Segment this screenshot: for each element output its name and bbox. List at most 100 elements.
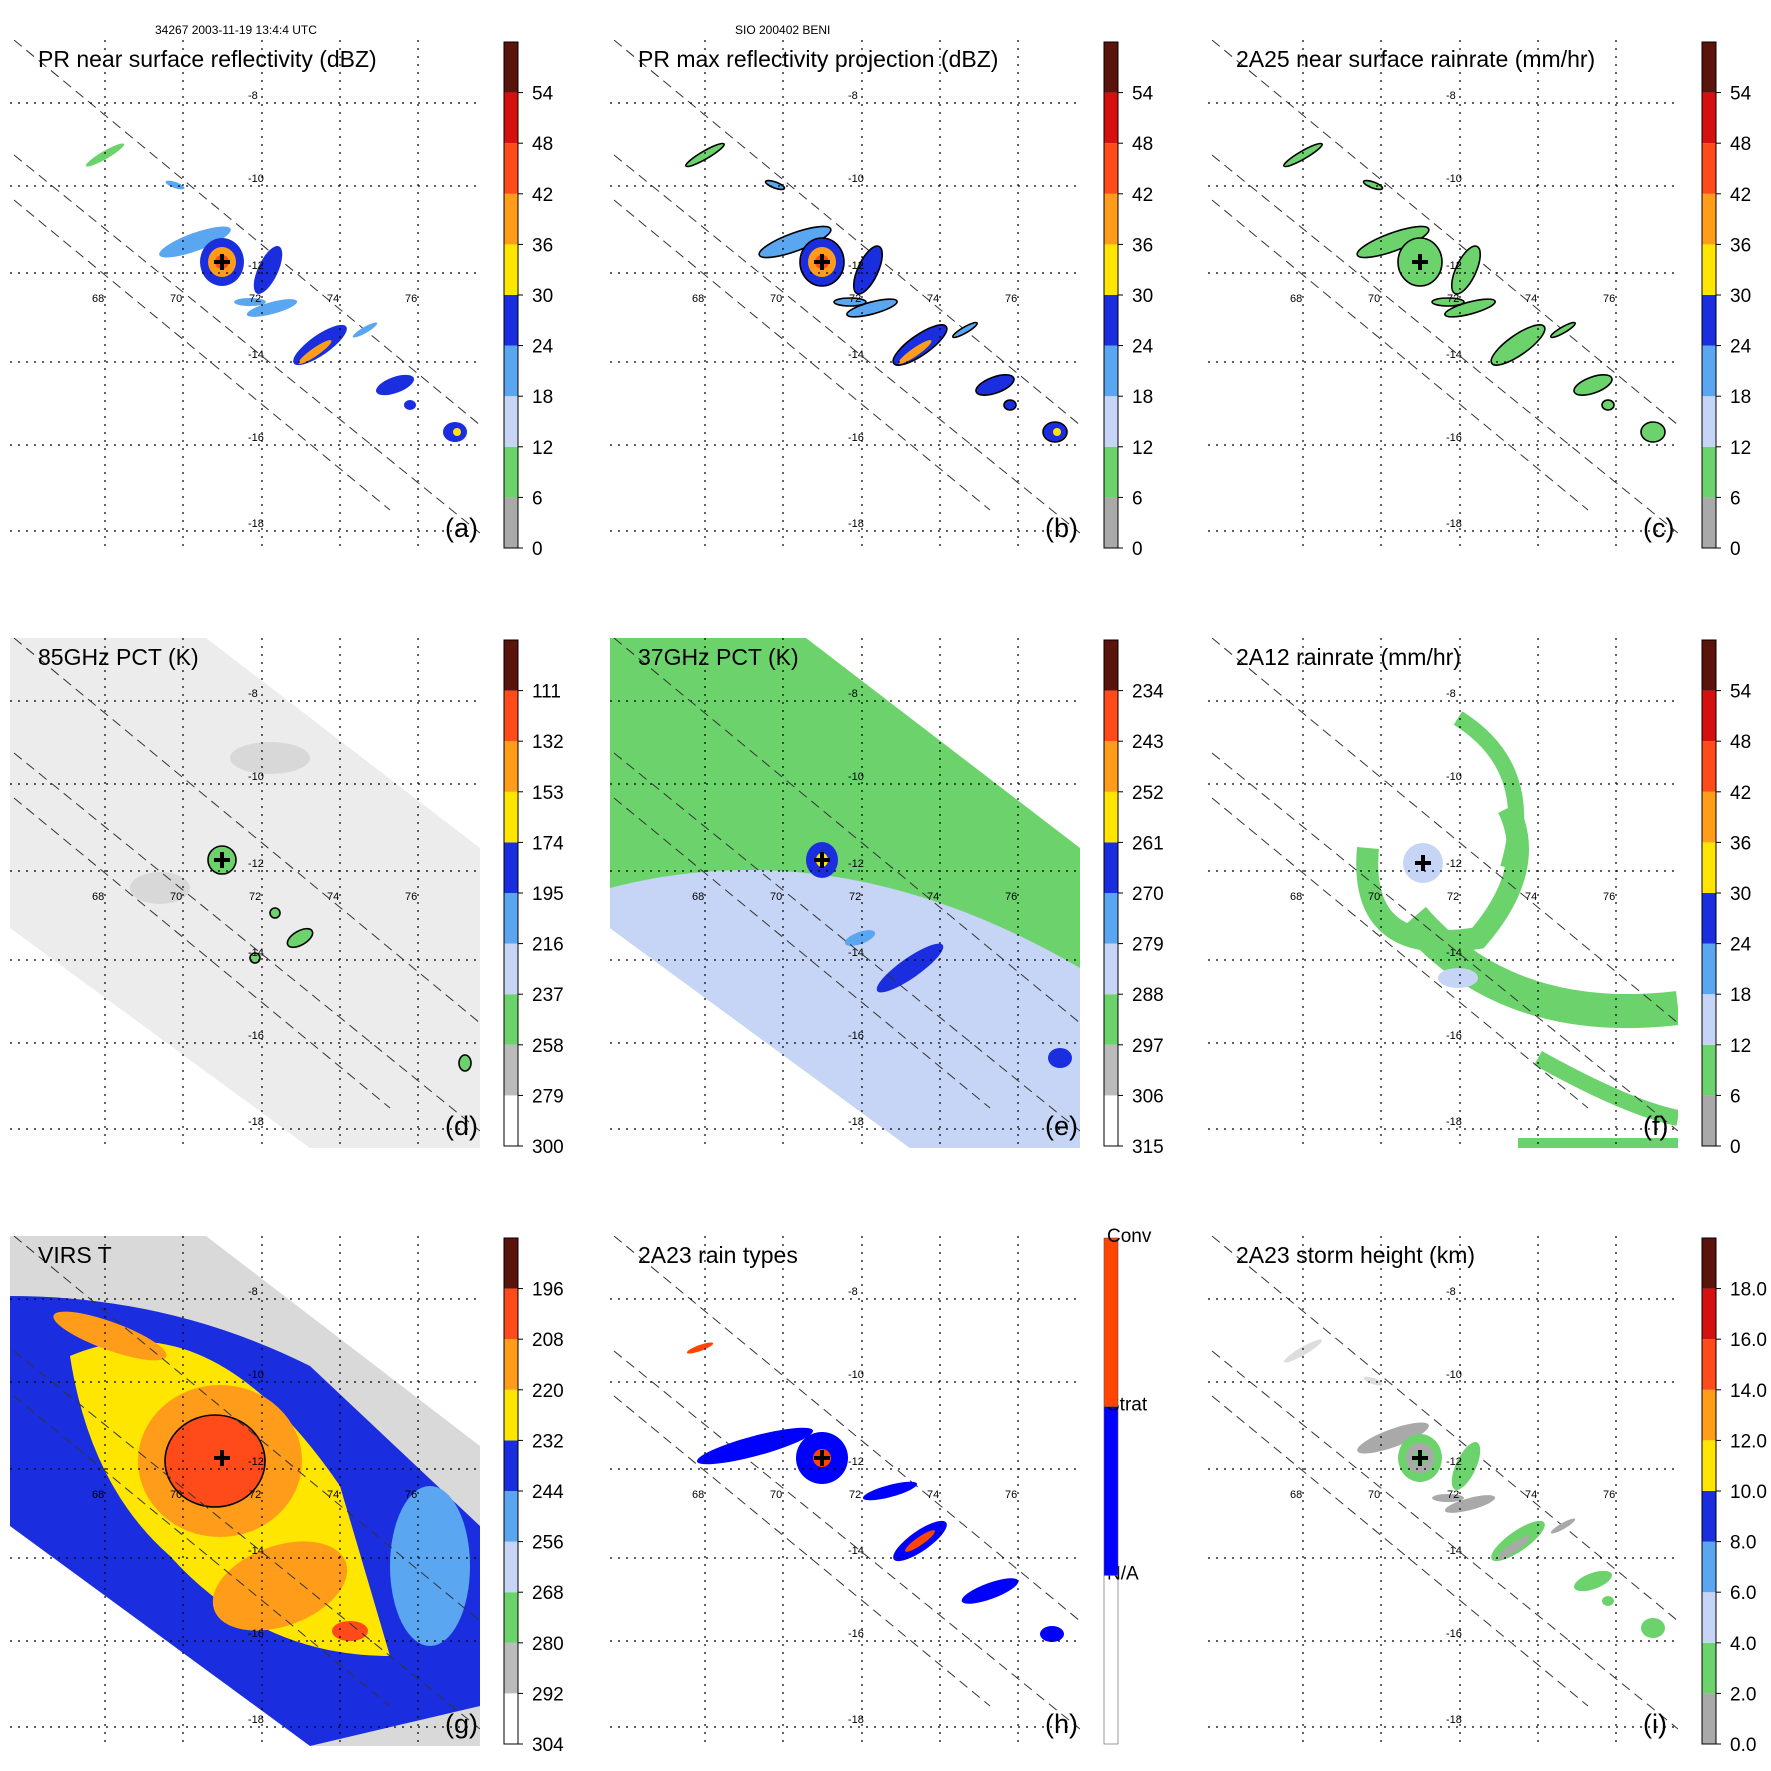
lon-label: 68 [692,891,704,903]
scattered-cell [1003,399,1017,411]
lat-label: -18 [248,1116,264,1128]
lon-label: 78 [484,891,496,903]
header-storm-id: SIO 200402 BENI [735,23,830,37]
panel-g: 68 70 72 74 76 78 -8 -10 -12 -14 -16 -18 VIRS T (g) 30… [10,1236,564,1756]
colorbar-tick-label: 195 [532,884,564,905]
swath-edge [613,40,1080,426]
lon-label: 70 [1368,1489,1380,1501]
colorbar-segment [504,446,518,498]
colorbar-segment [1702,295,1716,346]
lon-label: 68 [692,1489,704,1501]
colorbar-tick-label: 42 [1730,783,1751,804]
lat-label: -12 [848,858,864,870]
pct-cell [269,907,281,919]
colorbar-segment [504,1440,518,1491]
scattered-cell [165,180,185,190]
colorbar-segment [504,994,518,1045]
colorbar-segment [1702,1044,1716,1096]
lon-label: 72 [849,891,861,903]
lon-label: 72 [1447,891,1459,903]
colorbar-segment [504,244,518,295]
lon-label: 76 [405,891,417,903]
map-field: 68 70 72 74 76 78 -8 -10 -12 -14 -16 -18 [1208,638,1678,1148]
colorbar-segment [1103,1237,1119,1407]
rain-band [1444,298,1496,318]
colorbar-segment [1702,1693,1716,1744]
lat-label: -18 [1446,1116,1462,1128]
lat-label: -16 [848,1030,864,1042]
lat-label: -12 [1446,858,1462,870]
lon-label: 74 [1525,1489,1537,1501]
rain-band [1356,225,1430,259]
colorbar-tick-label: 30 [1730,286,1751,307]
scattered-cell [1363,1376,1383,1386]
scattered-cell [833,297,867,307]
panel-title: 2A23 rain types [638,1242,798,1268]
colorbar-segment [1104,42,1118,93]
panel-h: 68 70 72 74 76 78 -8 -10 -12 -14 -16 -18 2A23 rain t… [610,1226,1152,1746]
colorbar-tick-label: 36 [532,235,553,256]
colorbar: 304 292 280 268 256 244 232 220 208 196 [503,1237,564,1756]
colorbar-tick-label: 18 [1730,387,1751,408]
colorbar-segment [504,295,518,346]
scattered-cell [1283,142,1323,168]
lat-label: -16 [1446,432,1462,444]
lat-label: -12 [1446,260,1462,272]
map-field: 68 70 72 74 76 78 -8 -10 -12 -14 -16 -18 [1208,40,1678,550]
rain-cell [1438,968,1478,988]
scattered-cell [1431,297,1465,307]
colorbar-segment [1702,497,1716,548]
conv-band [905,1530,935,1552]
colorbar: 0 6 12 18 24 30 36 42 48 54 [1701,41,1752,560]
lat-label: -16 [1446,1030,1462,1042]
map-field: 68 70 72 74 76 78 -8 -10 -12 -14 -16 -18 [10,638,496,1148]
colorbar-tick-label: 48 [532,134,553,155]
lat-label: -10 [1446,173,1462,185]
lat-label: -8 [1446,688,1456,700]
lon-label: 74 [1525,293,1537,305]
lon-label: 74 [927,293,939,305]
lon-label: 68 [92,293,104,305]
storm-center-cross [1415,855,1431,871]
colorbar-segment [1702,994,1716,1045]
colorbar-segment [1104,244,1118,295]
colorbar-tick-label: 18.0 [1730,1280,1767,1301]
panel-letter: (h) [1045,1709,1078,1739]
lon-label: 74 [927,1489,939,1501]
strat-band [862,1481,918,1501]
lon-label: 70 [1368,891,1380,903]
colorbar-segment [1702,1389,1716,1441]
lon-label: 76 [1603,1489,1615,1501]
colorbar-segment [1702,1238,1716,1289]
colorbar-tick-label: 54 [532,84,554,105]
swath-edge [13,199,391,511]
lat-label: -14 [848,349,864,361]
cold-field [610,870,1080,1148]
swath-edge [13,1236,480,1622]
colorbar-tick-label: 292 [532,1684,564,1705]
lon-label: 68 [1290,891,1302,903]
colorbar-tick-label: 0 [1132,539,1143,560]
colorbar-tick-label: 196 [532,1280,564,1301]
colorbar-segment [1104,640,1118,691]
lon-label: 72 [849,1489,861,1501]
lon-label: 72 [849,293,861,305]
swath-edge [1211,199,1589,511]
lon-label: 76 [1005,293,1017,305]
swath-edge [13,1395,391,1707]
colorbar-tick-label: 14.0 [1730,1381,1767,1402]
colorbar-tick-label: 0 [532,539,543,560]
lat-label: -16 [848,432,864,444]
storm-center-cross [814,852,830,868]
lon-label: 72 [249,891,261,903]
colorbar-segment [1104,1095,1118,1146]
storm-center-cross [1412,1450,1428,1466]
colorbar-tick-label: 6 [1730,488,1741,509]
colorbar-segment [1702,741,1716,792]
panel-letter: (f) [1643,1111,1668,1141]
scattered-cell [951,321,979,339]
lat-label: -10 [848,771,864,783]
strat-band [696,1427,814,1465]
colorbar-segment [504,345,518,397]
